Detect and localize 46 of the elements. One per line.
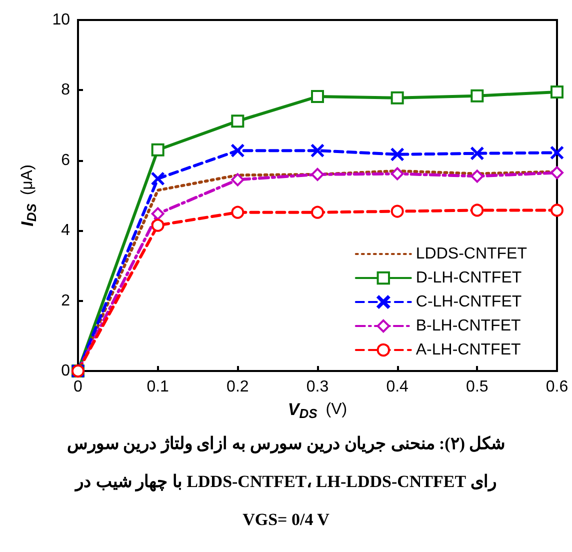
point [390,167,404,180]
point [311,206,324,219]
point [550,166,564,180]
legend-label: A-LH-CNTFET [416,342,521,358]
legend-label: D-LH-CNTFET [416,270,522,286]
text: VGS= 0/4 V [242,509,330,531]
x-tick-label: 0 [74,378,83,396]
point [151,218,164,232]
text: رای LDDS-CNTFET، LH-LDDS-CNTFET با چهار شیب در [74,471,498,494]
legend-label: LDDS-CNTFET [416,246,528,262]
point [311,168,324,181]
point [231,144,244,158]
y-tick-label: 6 [61,152,70,169]
point [151,207,164,220]
x-tick-label: 0.1 [146,378,170,396]
y-tick-label: 0 [61,362,70,380]
y-tick-label: 8 [61,82,70,99]
point [151,143,164,156]
y-tick-label: 2 [61,292,70,310]
x-tick-label: 0.6 [546,378,568,396]
x-tick-label: 0.2 [226,378,249,396]
y-tick-label: 4 [61,222,70,240]
point [231,173,244,186]
text: شکل (۲): منحنی جریان درین سورس به ازای ولتاژ درین سورس [66,433,506,456]
point [390,148,404,161]
point [151,172,164,186]
point [470,146,484,160]
x-tick-label: 0.5 [466,378,488,396]
x-tick-label: 0.3 [306,378,329,396]
point [470,170,484,183]
point [311,144,324,158]
point [550,146,564,160]
point [311,90,324,104]
point [231,206,244,219]
point [550,85,564,98]
x-tick-label: 0.4 [386,378,409,396]
point [470,89,484,102]
legend-label: B-LH-CNTFET [416,318,521,334]
point [390,204,404,218]
point [550,204,564,217]
y-tick-label: 10 [52,12,70,28]
legend-label: C-LH-CNTFET [416,294,522,310]
point [231,114,244,128]
point [390,91,404,104]
y-axis-title: IDS (μA) [18,164,39,226]
point [470,204,484,217]
